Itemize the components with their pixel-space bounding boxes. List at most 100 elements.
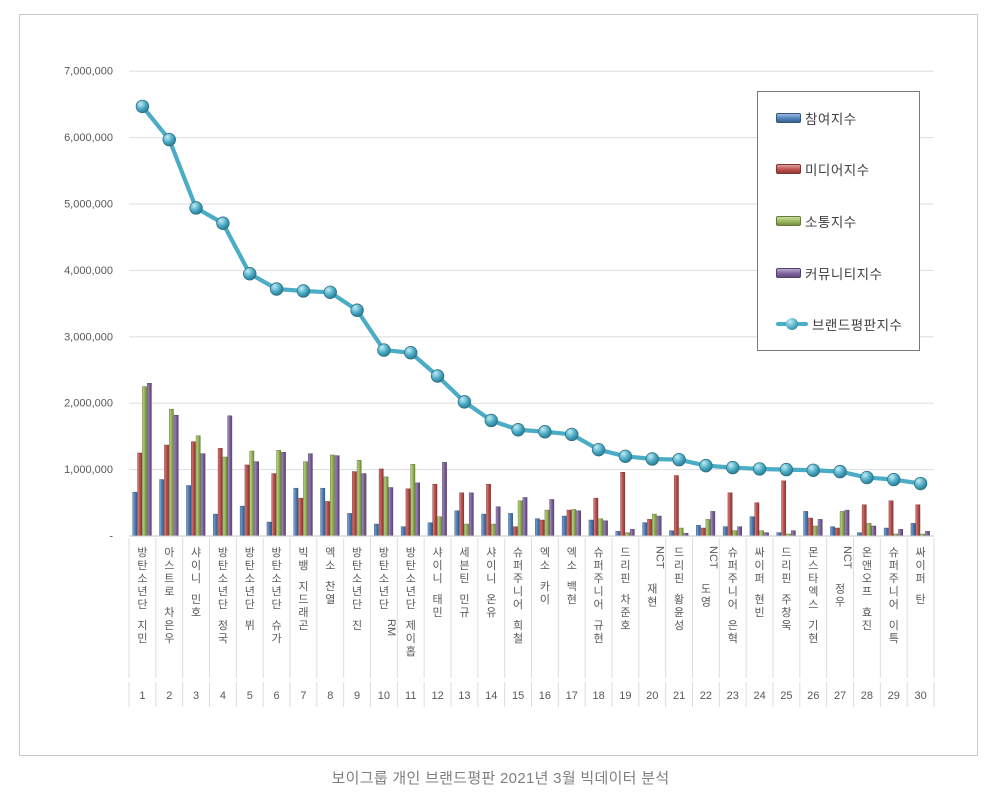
svg-text:엑: 엑 xyxy=(540,546,550,559)
category-separators xyxy=(128,538,935,707)
svg-text:엑: 엑 xyxy=(567,546,577,559)
legend-item-participation: 참여지수 xyxy=(758,108,919,128)
bar-communication-c9 xyxy=(356,460,362,537)
svg-text:소: 소 xyxy=(379,572,389,585)
y-tick-label: - xyxy=(109,531,113,543)
brand-index-marker xyxy=(350,303,364,317)
svg-text:주: 주 xyxy=(513,573,523,585)
bar-communication-c1 xyxy=(142,386,147,537)
svg-text:제: 제 xyxy=(406,619,416,632)
brand-index-marker xyxy=(752,462,767,476)
svg-text:스: 스 xyxy=(808,598,818,611)
bar-media-c8 xyxy=(325,501,330,537)
svg-text:방: 방 xyxy=(406,546,416,559)
bar-media-c16 xyxy=(539,519,545,537)
svg-text:창: 창 xyxy=(781,606,791,619)
svg-text:탄: 탄 xyxy=(352,559,362,572)
svg-text:방: 방 xyxy=(245,546,255,559)
svg-text:차: 차 xyxy=(164,606,174,619)
svg-text:소: 소 xyxy=(272,572,282,585)
svg-text:소: 소 xyxy=(245,572,255,585)
svg-text:싸: 싸 xyxy=(916,546,926,559)
bar-communication-c8 xyxy=(330,454,335,537)
svg-text:혁: 혁 xyxy=(728,632,738,645)
svg-text:재: 재 xyxy=(647,583,657,596)
bar-media-c13 xyxy=(459,492,465,537)
legend-label-participation: 참여지수 xyxy=(805,111,857,127)
svg-text:몬: 몬 xyxy=(808,547,818,559)
svg-text:단: 단 xyxy=(137,598,147,611)
bar-series-community xyxy=(146,383,930,537)
brand-index-marker xyxy=(860,470,874,485)
svg-text:드: 드 xyxy=(674,547,684,559)
bar-community-c30 xyxy=(925,531,930,537)
bar-communication-c17 xyxy=(571,509,577,537)
svg-text:오: 오 xyxy=(862,573,872,585)
svg-text:차: 차 xyxy=(620,593,630,606)
y-tick-label: 5,000,000 xyxy=(64,199,113,211)
y-tick-label: 7,000,000 xyxy=(64,66,113,78)
svg-text:기: 기 xyxy=(808,619,818,632)
bar-media-c10 xyxy=(378,468,384,537)
bar-media-c14 xyxy=(486,483,491,537)
bar-communication-c11 xyxy=(410,464,416,537)
svg-text:엑: 엑 xyxy=(325,546,335,559)
brand-index-marker xyxy=(591,442,606,457)
bar-participation-c24 xyxy=(749,516,755,537)
svg-text:민: 민 xyxy=(433,606,443,619)
svg-text:찬: 찬 xyxy=(325,579,335,593)
bar-community-c20 xyxy=(656,515,662,537)
bar-communication-c6 xyxy=(276,450,282,537)
svg-text:정: 정 xyxy=(218,619,228,632)
legend-item-community: 커뮤니티지수 xyxy=(758,263,919,283)
brand-index-marker xyxy=(377,343,391,357)
legend-swatch-participation-icon xyxy=(776,112,801,123)
svg-text:곤: 곤 xyxy=(298,620,308,632)
svg-text:샤: 샤 xyxy=(191,546,201,559)
svg-text:홉: 홉 xyxy=(406,644,416,658)
x-rank-label: 4 xyxy=(220,690,226,702)
svg-text:단: 단 xyxy=(218,598,228,611)
bar-participation-c17 xyxy=(561,515,567,537)
bar-community-c25 xyxy=(790,530,796,537)
svg-text:븐: 븐 xyxy=(459,560,469,572)
svg-text:단: 단 xyxy=(245,598,255,611)
svg-text:퍼: 퍼 xyxy=(728,559,738,572)
svg-text:민: 민 xyxy=(191,593,201,606)
svg-text:샤: 샤 xyxy=(433,546,443,559)
x-rank-label: 26 xyxy=(807,690,819,702)
bar-communication-c21 xyxy=(678,527,684,537)
bar-communication-c10 xyxy=(383,476,389,537)
bar-communication-c5 xyxy=(249,450,255,537)
x-category-label: NCT 정우 xyxy=(835,546,853,609)
bar-media-c17 xyxy=(566,509,572,537)
bar-media-c3 xyxy=(191,441,196,537)
x-rank-label: 8 xyxy=(327,690,333,702)
x-rank-label: 6 xyxy=(274,690,280,702)
svg-text:탄: 탄 xyxy=(406,559,416,572)
bar-media-c2 xyxy=(164,444,169,537)
svg-text:성: 성 xyxy=(674,619,684,632)
brand-index-marker xyxy=(913,476,928,491)
bar-media-c5 xyxy=(244,464,250,537)
gridlines xyxy=(129,70,934,471)
bar-media-c30 xyxy=(915,504,921,537)
bar-community-c2 xyxy=(173,414,179,537)
svg-text:현: 현 xyxy=(647,596,657,609)
svg-text:트: 트 xyxy=(164,573,174,585)
bar-participation-c19 xyxy=(615,531,621,537)
bar-media-c19 xyxy=(620,472,626,537)
svg-text:드: 드 xyxy=(781,547,791,559)
svg-text:NCT: NCT xyxy=(841,546,853,569)
x-rank-label: 5 xyxy=(247,690,253,702)
svg-text:단: 단 xyxy=(406,598,416,611)
bar-community-c29 xyxy=(898,529,903,537)
bar-media-c23 xyxy=(727,492,733,537)
bar-media-c28 xyxy=(861,504,867,537)
svg-text:호: 호 xyxy=(620,619,630,632)
svg-text:세: 세 xyxy=(459,546,469,559)
